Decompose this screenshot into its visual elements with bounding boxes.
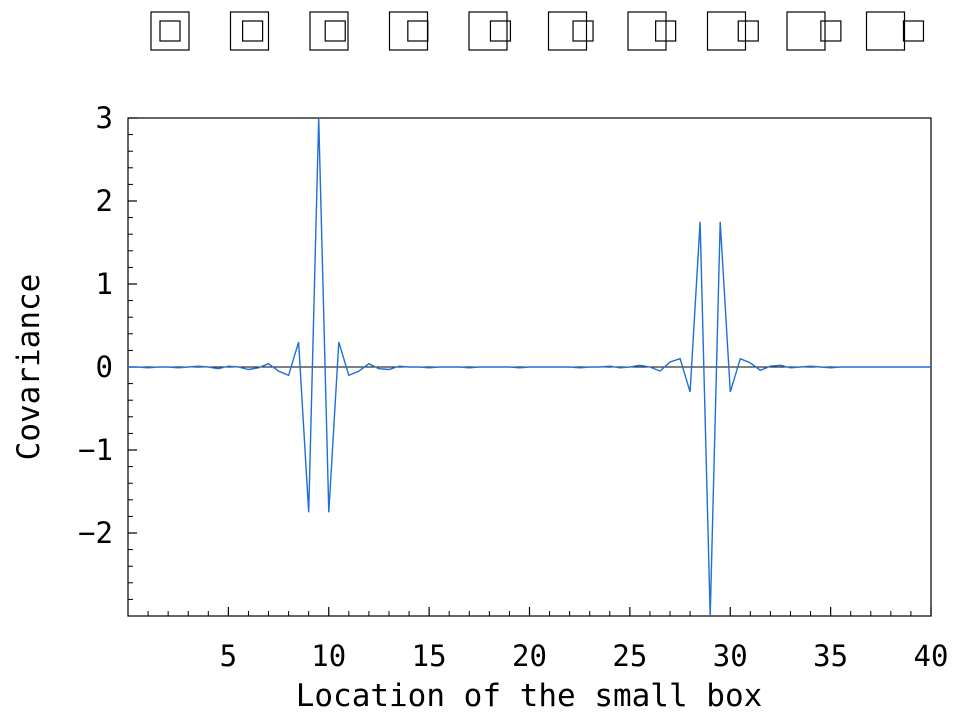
outer-square (309, 11, 349, 51)
inner-square (324, 20, 346, 42)
y-axis-label: Covariance (11, 274, 47, 461)
nested-squares-icon (388, 11, 429, 51)
outer-square (706, 11, 747, 51)
y-axis-ticks: −2 −1 0 1 2 3 (78, 101, 137, 550)
covariance-series-line (128, 117, 931, 617)
inner-square (407, 20, 429, 42)
x-tick-label: 25 (612, 639, 647, 673)
box-position-icons (150, 11, 925, 51)
outer-square (468, 11, 508, 51)
x-axis-label: Location of the small box (296, 678, 763, 714)
y-tick-label: 2 (96, 184, 113, 218)
outer-square (865, 11, 906, 51)
x-tick-label: 35 (813, 639, 848, 673)
y-tick-label: −2 (78, 516, 113, 550)
outer-square (150, 11, 190, 51)
inner-square (820, 20, 842, 42)
nested-squares-icon (150, 11, 190, 51)
inner-square (489, 20, 512, 42)
y-tick-label: 0 (96, 350, 113, 384)
minor-ticks (128, 134, 912, 616)
outer-square (627, 11, 667, 51)
outer-square (786, 11, 826, 51)
nested-squares-icon (865, 11, 925, 51)
x-tick-label: 30 (713, 639, 748, 673)
inner-square (902, 20, 925, 42)
outer-square (547, 11, 588, 51)
y-tick-label: 3 (96, 101, 113, 135)
x-tick-label: 10 (311, 639, 346, 673)
nested-squares-icon (468, 11, 512, 51)
y-tick-label: −1 (78, 433, 113, 467)
inner-square (159, 20, 181, 42)
outer-square (388, 11, 429, 51)
x-tick-label: 5 (220, 639, 237, 673)
x-tick-label: 40 (914, 639, 949, 673)
x-tick-label: 20 (512, 639, 547, 673)
nested-squares-icon (786, 11, 842, 51)
inner-square (737, 20, 759, 42)
inner-square (242, 20, 264, 42)
nested-squares-icon (706, 11, 759, 51)
x-axis-ticks: 5 10 15 20 25 30 35 40 (220, 607, 949, 673)
inner-square (655, 20, 677, 42)
nested-squares-icon (627, 11, 677, 51)
inner-square (572, 20, 594, 42)
outer-square (229, 11, 270, 51)
y-tick-label: 1 (96, 267, 113, 301)
x-tick-label: 15 (412, 639, 447, 673)
nested-squares-icon (309, 11, 349, 51)
nested-squares-icon (229, 11, 270, 51)
nested-squares-icon (547, 11, 594, 51)
